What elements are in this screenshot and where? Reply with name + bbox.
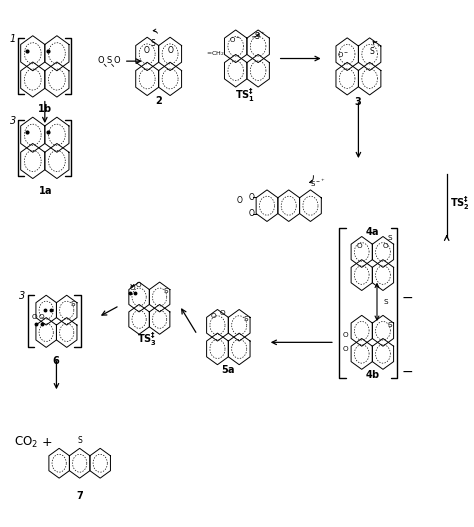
Text: 3: 3 <box>19 291 26 301</box>
Text: O: O <box>114 55 120 65</box>
Text: S: S <box>243 316 248 322</box>
Text: $^+$: $^+$ <box>260 31 266 36</box>
Text: $\mathbf{1a}$: $\mathbf{1a}$ <box>37 184 52 196</box>
Text: O: O <box>211 313 217 319</box>
Text: +: + <box>42 436 53 448</box>
Text: $^+$: $^+$ <box>376 44 382 49</box>
Text: O$^-$: O$^-$ <box>337 50 349 58</box>
Text: $\mathbf{5a}$: $\mathbf{5a}$ <box>221 363 236 375</box>
Text: S: S <box>106 55 111 65</box>
Text: 3: 3 <box>9 115 16 125</box>
Text: $^+$: $^+$ <box>320 178 327 183</box>
Text: S$^-$: S$^-$ <box>310 179 320 188</box>
Text: S: S <box>255 32 260 41</box>
Text: O: O <box>248 193 254 202</box>
Text: O: O <box>248 209 254 219</box>
Text: O: O <box>356 243 362 249</box>
Text: $\mathbf{7}$: $\mathbf{7}$ <box>76 489 84 501</box>
Text: 1: 1 <box>9 34 16 44</box>
Text: O: O <box>129 285 135 291</box>
Text: S: S <box>151 38 155 47</box>
Text: =CH$_2$: =CH$_2$ <box>206 49 225 58</box>
Text: −: − <box>401 365 413 379</box>
Text: $\mathbf{4a}$: $\mathbf{4a}$ <box>365 226 380 238</box>
Text: O: O <box>168 46 174 55</box>
Text: O: O <box>97 55 104 65</box>
Text: O: O <box>39 314 45 320</box>
Text: O: O <box>237 196 243 205</box>
Text: S: S <box>388 321 392 328</box>
Text: O: O <box>219 310 225 316</box>
Text: O: O <box>343 346 348 352</box>
Text: O$^-$: O$^-$ <box>229 35 241 44</box>
Text: O: O <box>383 243 389 249</box>
Text: S: S <box>164 288 168 294</box>
Text: S: S <box>388 235 392 241</box>
Text: S: S <box>71 301 75 307</box>
Text: O: O <box>32 314 37 320</box>
Text: $\mathbf{TS_3^{\ddagger}}$: $\mathbf{TS_3^{\ddagger}}$ <box>137 331 157 348</box>
Text: −: − <box>401 291 413 305</box>
Text: S: S <box>77 436 82 445</box>
Text: $\mathbf{3}$: $\mathbf{3}$ <box>355 95 363 106</box>
Text: O: O <box>143 46 149 55</box>
Text: S: S <box>384 299 389 305</box>
Text: $\mathbf{TS_2^{\ddagger}}$: $\mathbf{TS_2^{\ddagger}}$ <box>450 194 470 212</box>
Text: $\mathbf{1b}$: $\mathbf{1b}$ <box>37 102 53 114</box>
Text: O: O <box>136 282 141 288</box>
Text: $\mathbf{TS_1^{\ddagger}}$: $\mathbf{TS_1^{\ddagger}}$ <box>235 87 255 104</box>
Text: CO$_2$: CO$_2$ <box>14 435 38 450</box>
Text: $\mathbf{6}$: $\mathbf{6}$ <box>52 354 61 366</box>
Text: O: O <box>343 333 348 338</box>
Text: S: S <box>370 47 374 56</box>
Text: $\mathbf{4b}$: $\mathbf{4b}$ <box>365 368 380 380</box>
Text: $\mathbf{2}$: $\mathbf{2}$ <box>155 93 163 105</box>
